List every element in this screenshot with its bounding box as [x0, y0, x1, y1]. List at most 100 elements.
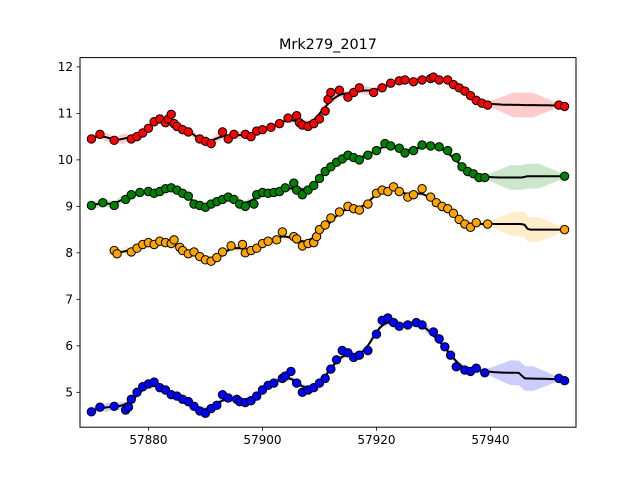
data-point — [291, 234, 302, 244]
data-point — [408, 145, 419, 156]
data-point — [277, 227, 288, 237]
data-point — [286, 366, 296, 377]
data-point — [443, 145, 453, 156]
y-tick-label: 7 — [65, 293, 73, 307]
data-point — [559, 376, 570, 386]
data-point — [212, 252, 222, 263]
data-point — [371, 329, 382, 339]
data-point — [448, 208, 459, 219]
data-point — [95, 402, 105, 412]
data-point — [126, 394, 137, 405]
data-point — [480, 172, 490, 183]
data-point — [109, 401, 119, 411]
data-point — [386, 78, 396, 88]
data-point — [109, 135, 119, 146]
data-point — [320, 106, 330, 116]
data-point — [326, 87, 336, 98]
data-point — [291, 378, 302, 388]
data-point — [217, 247, 228, 257]
data-point — [320, 220, 330, 230]
data-point — [246, 131, 256, 142]
data-point — [471, 217, 481, 228]
data-point — [240, 201, 251, 212]
data-point — [274, 118, 285, 129]
data-point — [331, 355, 342, 365]
data-point — [271, 235, 282, 245]
data-point — [326, 213, 336, 223]
data-point — [320, 373, 330, 384]
y-tick-label: 8 — [65, 246, 73, 260]
data-point — [169, 235, 179, 245]
data-point — [363, 150, 373, 160]
data-point — [314, 114, 325, 124]
data-point — [559, 224, 570, 235]
data-point — [223, 393, 233, 403]
data-point — [417, 320, 427, 330]
plot-frame — [79, 57, 577, 428]
data-point — [480, 368, 490, 378]
data-points — [86, 72, 570, 418]
data-point — [280, 183, 290, 193]
data-point — [559, 171, 570, 181]
data-point — [86, 407, 97, 417]
data-point — [252, 391, 262, 401]
chart-title: Mrk279_2017 — [279, 37, 377, 53]
data-point — [559, 101, 570, 112]
data-point — [183, 127, 194, 137]
data-point — [434, 142, 444, 152]
y-axis: 5 6 7 8 9 10 11 12 — [58, 60, 80, 400]
data-point — [417, 140, 427, 150]
data-point — [394, 186, 404, 197]
data-point — [386, 141, 396, 151]
data-point — [109, 200, 119, 211]
data-point — [229, 129, 239, 140]
data-point — [237, 239, 248, 250]
data-point — [263, 236, 273, 246]
data-point — [132, 387, 142, 398]
data-point — [403, 320, 413, 330]
data-point — [334, 85, 345, 95]
data-point — [314, 173, 325, 184]
y-tick-label: 9 — [65, 200, 73, 214]
data-point — [445, 350, 456, 360]
data-point — [434, 75, 444, 85]
data-point — [408, 190, 419, 200]
x-axis: 57880 57900 57920 57940 — [129, 427, 510, 447]
data-point — [123, 402, 134, 412]
data-point — [417, 75, 427, 85]
data-point — [451, 152, 461, 163]
data-point — [354, 350, 365, 360]
data-point — [434, 334, 444, 344]
x-tick-label: 57940 — [471, 433, 509, 447]
data-point — [112, 249, 122, 259]
data-point — [266, 122, 276, 133]
data-point — [377, 83, 387, 93]
data-point — [428, 327, 439, 337]
data-point — [354, 155, 365, 165]
data-point — [354, 205, 365, 215]
data-point — [363, 199, 373, 209]
data-point — [451, 362, 461, 372]
data-point — [440, 342, 450, 352]
data-point — [95, 129, 105, 140]
data-point — [183, 191, 194, 201]
data-point — [166, 109, 176, 120]
data-point — [482, 100, 493, 110]
data-point — [226, 241, 236, 251]
data-point — [269, 378, 279, 388]
x-tick-label: 57920 — [357, 433, 395, 447]
data-point — [408, 77, 419, 87]
y-tick-label: 6 — [65, 339, 73, 353]
data-point — [86, 200, 97, 211]
data-point — [257, 124, 268, 135]
data-point — [283, 113, 293, 123]
y-tick-label: 11 — [58, 107, 73, 121]
data-point — [425, 192, 436, 202]
data-point — [334, 207, 345, 217]
data-point — [86, 134, 97, 144]
x-tick-label: 57900 — [243, 433, 281, 447]
data-point — [425, 141, 436, 151]
data-point — [206, 138, 216, 149]
data-point — [326, 364, 336, 374]
